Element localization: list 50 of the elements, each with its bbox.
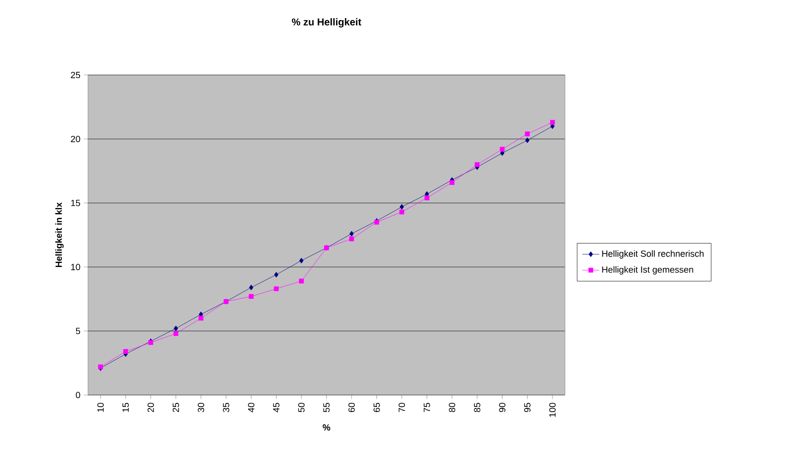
x-tick-label: 85 [474,402,480,412]
y-tick-label: 25 [70,72,80,78]
point [198,316,204,321]
point [400,204,404,210]
x-tick-label: 10 [97,402,104,412]
point [123,349,128,354]
point [349,230,354,237]
x-tick-label: 95 [524,402,531,412]
point [349,236,354,242]
x-tick-label: 25 [172,402,180,412]
y-tick-label: 15 [71,200,80,206]
point [299,278,304,284]
x-tick-label: 50 [298,402,305,412]
x-tick-label: 60 [348,402,355,412]
x-tick-label: 100 [549,402,556,417]
x-axis-title: % [322,424,330,431]
x-tick-label: 55 [323,402,330,412]
x-tick-label: 35 [222,402,230,412]
point [274,286,279,292]
point [524,131,530,136]
point [424,195,430,200]
legend-label: Helligkeit Ist gemessen [602,266,694,275]
x-tick-label: 70 [398,402,405,412]
point [550,120,555,125]
point [299,258,304,264]
point [174,326,178,332]
y-tick-label: 10 [71,264,80,270]
x-tick-label: 90 [499,402,506,412]
y-axis-title: Helligkeit in klx [55,202,64,268]
point [248,294,254,299]
point [500,146,505,152]
point [274,272,278,278]
x-tick-label: 20 [148,402,154,412]
point [399,210,404,214]
legend-label: Helligkeit Soll rechnerisch [602,250,704,259]
x-tick-label: 40 [248,402,254,412]
x-tick-label: 15 [122,402,129,412]
x-tick-label: 80 [448,402,456,412]
x-tick-label: 45 [273,402,280,412]
chart-title: % zu Helligkeit [292,18,362,28]
x-tick-label: 75 [424,402,430,412]
y-tick-label: 0 [76,392,80,398]
point [173,331,178,336]
point [474,162,480,167]
y-tick-label: 20 [70,136,80,142]
point [450,180,454,185]
x-tick-label: 30 [198,402,204,412]
point [249,284,254,290]
y-tick-label: 5 [76,328,80,334]
x-tick-label: 65 [374,402,380,412]
